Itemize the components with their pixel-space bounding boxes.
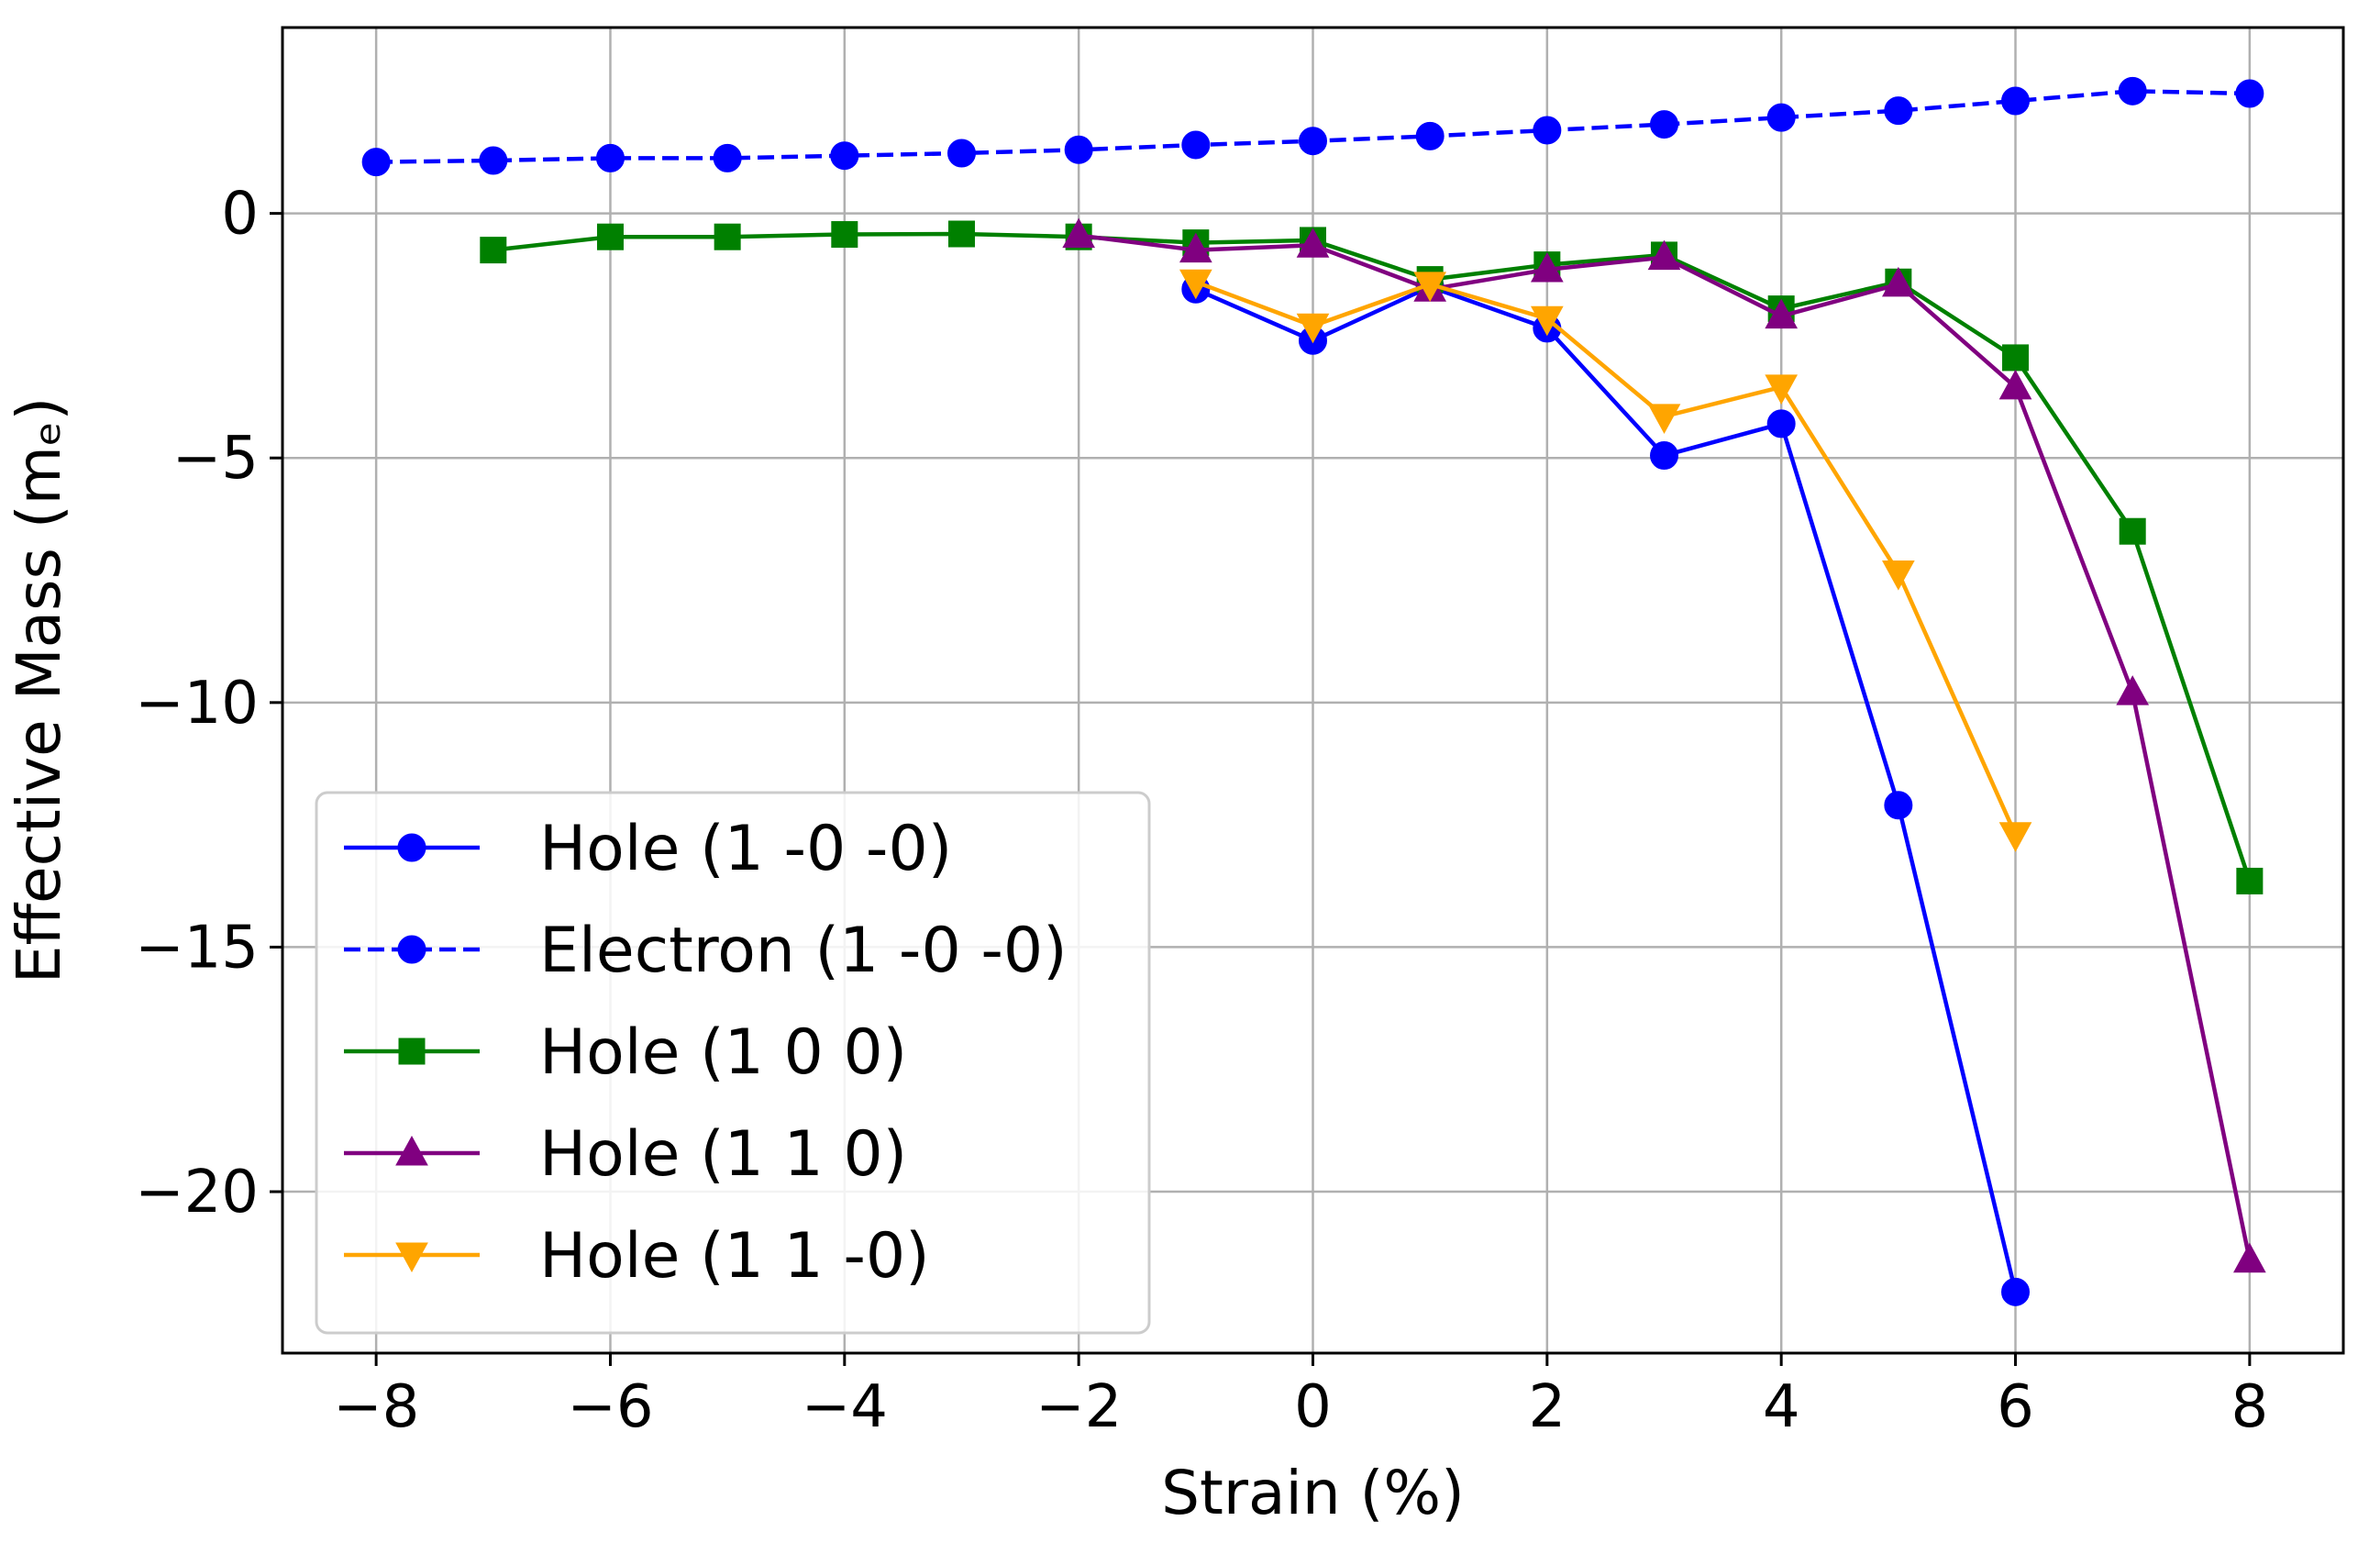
data-point (2118, 76, 2147, 105)
legend-entry: Hole (1 1 -0) (344, 1220, 930, 1293)
y-tick-label: −10 (135, 670, 259, 738)
data-point (1650, 441, 1679, 471)
axis-ticks: −8 −6 −4 −2 0 2 4 6 80−5−10−15−20 (135, 181, 2268, 1441)
series-layer (361, 76, 2266, 1306)
x-tick-label: 6 (1997, 1373, 2034, 1441)
data-point (1530, 251, 1564, 283)
series-3 (1062, 217, 2266, 1273)
x-tick-label: −6 (567, 1373, 653, 1441)
data-point (946, 139, 976, 168)
x-tick-label: 4 (1763, 1373, 1800, 1441)
data-point (713, 143, 742, 172)
x-tick-label: 0 (1294, 1373, 1332, 1441)
legend-marker (397, 935, 426, 964)
data-point (1882, 266, 1915, 297)
data-point (595, 143, 625, 172)
data-point (1415, 121, 1445, 150)
data-point (1181, 130, 1211, 160)
legend-label: Electron (1 -0 -0) (539, 915, 1068, 987)
data-point (1766, 103, 1796, 132)
legend: Hole (1 -0 -0) Electron (1 -0 -0) Hole (1 … (315, 791, 1151, 1335)
data-point (2116, 675, 2150, 705)
data-point (480, 237, 507, 264)
legend-entry: Hole (1 -0 -0) (344, 813, 952, 885)
data-point (830, 141, 859, 171)
y-tick-label: −5 (172, 425, 259, 493)
data-point (1299, 127, 1327, 156)
data-point (1882, 561, 1915, 591)
series-1 (361, 76, 2264, 177)
data-point (2233, 1242, 2266, 1273)
legend-label: Hole (1 0 0) (539, 1016, 907, 1089)
data-point (596, 223, 624, 250)
data-point (1998, 369, 2032, 400)
data-point (1765, 298, 1799, 329)
x-tick-label: −8 (333, 1373, 419, 1441)
data-point (1647, 239, 1681, 271)
data-point (2235, 79, 2264, 108)
data-point (1998, 822, 2032, 852)
data-point (479, 146, 508, 175)
legend-marker (397, 833, 426, 862)
legend-box (315, 791, 1151, 1335)
legend-label: Hole (1 1 -0) (539, 1220, 930, 1293)
series-line (1195, 280, 2018, 836)
data-point (1296, 228, 1330, 258)
legend-entry: Electron (1 -0 -0) (344, 915, 1068, 987)
data-point (1884, 96, 1913, 126)
series-line (1194, 284, 2018, 1293)
y-tick-label: 0 (221, 181, 259, 249)
x-axis-label: Strain (%) (1161, 1458, 1465, 1528)
legend-label: Hole (1 -0 -0) (539, 813, 952, 885)
legend-marker (395, 1242, 428, 1273)
x-tick-label: 8 (2231, 1373, 2269, 1441)
y-tick-label: −20 (135, 1159, 259, 1227)
data-point (1296, 313, 1330, 344)
data-point (1884, 791, 1913, 820)
data-point (1062, 217, 1096, 249)
y-tick-label: −15 (135, 914, 259, 982)
data-point (2236, 867, 2264, 894)
data-point (714, 223, 741, 250)
data-point (1533, 116, 1562, 145)
legend-marker (398, 1038, 426, 1065)
data-point (1413, 272, 1447, 302)
data-point (2119, 517, 2146, 545)
series-line (493, 231, 2253, 882)
grid-lines (282, 28, 2343, 1353)
data-point (1766, 409, 1796, 438)
x-tick-label: 2 (1528, 1373, 1566, 1441)
data-point (2002, 344, 2030, 372)
data-point (1530, 305, 1564, 337)
legend-entry: Hole (1 1 0) (344, 1118, 907, 1191)
data-point (2001, 86, 2031, 116)
data-point (1179, 232, 1212, 263)
x-tick-label: −2 (1035, 1373, 1122, 1441)
y-axis-label: Effective Mass (mₑ) (4, 397, 74, 983)
legend-entry: Hole (1 0 0) (344, 1016, 907, 1089)
data-point (1179, 269, 1212, 300)
legend-label: Hole (1 1 0) (539, 1118, 907, 1191)
series-4 (1179, 269, 2032, 852)
data-point (1765, 374, 1799, 405)
data-point (831, 221, 858, 249)
data-point (361, 148, 391, 177)
data-point (1647, 404, 1681, 434)
x-tick-label: −4 (802, 1373, 888, 1441)
data-point (2001, 1277, 2031, 1306)
legend-marker (395, 1135, 428, 1166)
data-point (947, 220, 975, 248)
data-point (1650, 110, 1679, 139)
data-point (1064, 135, 1093, 164)
